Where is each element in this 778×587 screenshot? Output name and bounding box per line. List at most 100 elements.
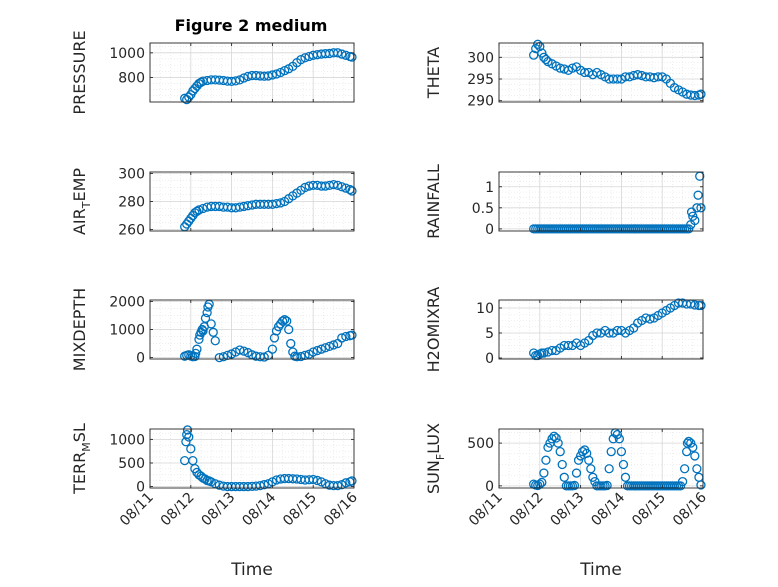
data-point <box>690 90 700 101</box>
y-axis-label-rest: EMP <box>70 168 89 202</box>
data-point <box>645 314 655 324</box>
y-axis-label-subscript: F <box>434 454 447 460</box>
data-point <box>573 455 584 465</box>
data-point <box>300 182 310 193</box>
data-point <box>577 447 588 457</box>
y-tick-label: 300 <box>118 166 145 182</box>
y-axis-label-subscript: T <box>80 201 93 209</box>
data-point <box>547 345 557 356</box>
data-point <box>612 74 622 84</box>
y-axis-label-main: MIXDEPTH <box>70 288 89 371</box>
data-point <box>194 205 204 215</box>
data-point <box>555 447 565 457</box>
data-point <box>604 328 614 338</box>
series-markers <box>180 299 357 363</box>
series-markers <box>529 171 706 234</box>
x-axis-label: Time <box>230 560 273 580</box>
data-point <box>553 438 563 448</box>
data-point <box>535 41 545 52</box>
data-point <box>688 442 698 453</box>
data-point <box>620 472 631 482</box>
y-axis-label-rest: LUX <box>424 423 443 454</box>
data-point <box>696 89 706 99</box>
data-point <box>333 480 343 491</box>
data-point <box>333 48 343 58</box>
data-point <box>320 343 331 353</box>
axes-box <box>498 299 704 360</box>
y-tick-label: 5 <box>485 326 494 342</box>
data-point <box>618 459 629 470</box>
axes-box <box>498 428 704 489</box>
plot-area <box>150 43 354 102</box>
y-tick-label: 1000 <box>109 432 145 448</box>
data-point <box>604 464 614 474</box>
data-point <box>316 344 327 354</box>
data-point <box>571 468 582 478</box>
data-point <box>543 442 553 453</box>
figure-title: Figure 2 medium <box>175 16 328 35</box>
data-point <box>677 476 688 487</box>
axes-box <box>149 42 355 103</box>
data-point <box>184 432 194 442</box>
data-point <box>308 474 318 485</box>
data-point <box>557 459 567 470</box>
data-point <box>347 476 357 486</box>
data-point <box>653 72 663 82</box>
data-point <box>192 344 202 354</box>
data-point <box>279 315 290 325</box>
y-axis-label-main: THETA <box>424 47 443 99</box>
data-point <box>275 198 286 208</box>
data-point <box>267 70 278 80</box>
y-axis-label: AIRTEMP <box>70 168 93 235</box>
data-point <box>696 300 706 311</box>
series-markers <box>180 425 357 492</box>
data-point <box>239 73 249 83</box>
data-point <box>582 448 592 459</box>
y-axis-label: MIXDEPTH <box>70 288 89 371</box>
chart-panel-h2omixra: 0 5 10 H2OMIXRA <box>424 287 706 373</box>
data-point <box>341 50 351 60</box>
y-axis-label: TERRMSL <box>70 423 93 495</box>
data-point <box>202 307 212 318</box>
y-tick-label: 1000 <box>109 46 145 62</box>
data-point <box>675 481 686 491</box>
data-point <box>541 54 551 65</box>
y-axis-label: H2OMIXRA <box>424 287 443 373</box>
data-point <box>690 300 700 310</box>
data-point <box>539 348 549 358</box>
data-point <box>690 451 700 461</box>
data-point <box>551 433 561 443</box>
data-point <box>341 478 351 488</box>
data-point <box>341 183 351 193</box>
data-point <box>692 464 702 474</box>
y-tick-label: 300 <box>467 50 494 66</box>
y-tick-label: 0 <box>485 351 494 367</box>
y-axis-label: SUNFLUX <box>424 423 447 494</box>
plot-area <box>499 172 703 231</box>
y-tick-label: 0 <box>136 351 145 367</box>
data-point <box>549 431 559 441</box>
data-point <box>612 325 622 336</box>
data-point <box>547 434 557 444</box>
series-markers <box>180 48 357 105</box>
data-point <box>539 468 549 478</box>
data-point <box>696 480 706 490</box>
data-point <box>616 447 627 457</box>
y-axis-label-main: RAINFALL <box>424 164 443 239</box>
data-point <box>690 215 700 226</box>
y-tick-label: 1 <box>485 180 494 196</box>
data-point <box>537 48 547 58</box>
y-axis-label: THETA <box>424 47 443 99</box>
data-point <box>196 77 206 87</box>
data-point <box>569 480 580 491</box>
data-point <box>271 198 282 209</box>
data-point <box>533 39 543 49</box>
data-point <box>559 472 569 482</box>
y-tick-label: 800 <box>118 70 145 86</box>
data-point <box>198 326 208 336</box>
y-tick-label: 260 <box>118 223 145 239</box>
data-point <box>218 352 229 362</box>
data-point <box>580 67 590 78</box>
y-tick-label: 2000 <box>109 294 145 310</box>
